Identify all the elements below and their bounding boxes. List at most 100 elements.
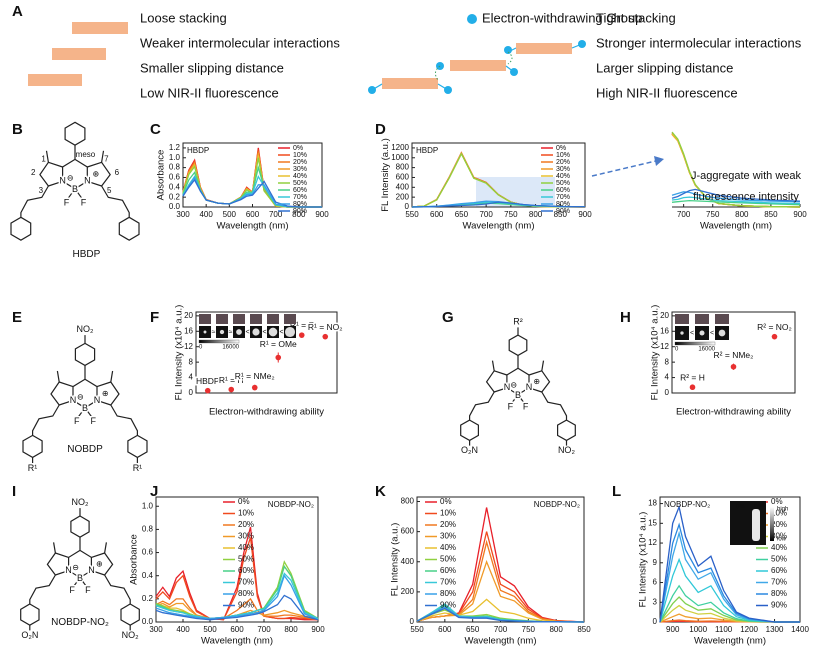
plot-frame <box>671 311 796 394</box>
relation-symbol: < <box>710 330 714 337</box>
y-tick-label: 0.4 <box>169 182 181 191</box>
x-tick-label: 900 <box>578 210 592 219</box>
y-tick-label: 8 <box>665 357 670 366</box>
colorbar-label: high <box>777 507 788 513</box>
bond <box>101 150 105 163</box>
legend-label: 50% <box>238 555 254 564</box>
legend-label: 70% <box>238 578 254 587</box>
panel-label: D <box>375 121 386 138</box>
sample-photo <box>715 314 729 324</box>
legend-label: 30% <box>556 166 570 173</box>
atom-label: F <box>69 585 75 595</box>
nir-spot <box>268 327 278 337</box>
y-axis-label: FL Intensity (a.u.) <box>380 138 391 212</box>
y-tick-label: 20 <box>660 311 669 320</box>
legend-label: 20% <box>556 159 570 166</box>
interaction-lines <box>434 51 513 81</box>
atom-label: B <box>515 390 521 400</box>
chart-title: HBDP <box>416 146 438 155</box>
x-tick-label: 900 <box>311 625 325 634</box>
y-tick-label: 0.2 <box>169 192 181 201</box>
y-tick-label: 0 <box>665 388 670 397</box>
legend-label: 30% <box>440 532 456 541</box>
chart-title: NOBDP-NO₂ <box>268 500 314 509</box>
atom-label: N <box>94 395 101 405</box>
x-axis-label: Electron-withdrawing ability <box>676 407 791 418</box>
data-point <box>730 363 737 370</box>
atom-label: F <box>508 402 514 412</box>
x-tick-label: 850 <box>577 625 591 634</box>
legend-label: 60% <box>556 187 570 194</box>
a-right-text: Stronger intermolecular interactions <box>596 35 802 50</box>
sample-photo <box>267 314 279 324</box>
y-tick-label: 0.6 <box>169 173 181 182</box>
y-tick-label: 200 <box>396 192 410 201</box>
legend-label: 40% <box>440 543 456 552</box>
legend-label: 80% <box>440 589 456 598</box>
atom-label: N <box>59 176 66 186</box>
atom-label: ⊖ <box>77 393 84 402</box>
nir-spot <box>252 328 260 336</box>
legend-label: 0% <box>556 145 566 152</box>
stack-bar <box>382 78 438 89</box>
x-axis-label: Wavelength (nm) <box>463 221 535 232</box>
bond <box>556 419 576 442</box>
annotation: J-aggregate with weak <box>691 170 802 182</box>
legend-label: 10% <box>293 152 307 159</box>
annotation: fluorescence intensity <box>693 191 799 203</box>
bond <box>469 391 495 421</box>
point-label: HBDP <box>196 376 220 386</box>
inset-label: 0% <box>736 505 745 511</box>
bond <box>39 161 63 187</box>
bond <box>22 434 43 459</box>
spectrum-line <box>659 504 800 623</box>
substituent: NO₂ <box>77 324 95 334</box>
data-point <box>322 333 329 340</box>
bond <box>508 334 528 357</box>
relation-symbol: < <box>262 329 266 336</box>
point-label: R² = NO₂ <box>757 322 792 332</box>
y-tick-label: 0.8 <box>142 525 154 534</box>
position-label: meso <box>76 150 96 159</box>
y-tick-label: 0 <box>189 388 194 397</box>
y-axis-label: Absorbance <box>156 150 167 201</box>
atom-label: N <box>526 382 533 392</box>
x-tick-label: 900 <box>315 210 329 219</box>
bond <box>50 381 74 406</box>
legend-label: 70% <box>440 578 456 587</box>
relation-symbol: ≈ <box>212 329 216 336</box>
atom-label: ⊕ <box>96 560 103 569</box>
legend-label: 60% <box>293 187 307 194</box>
y-tick-label: 800 <box>396 163 410 172</box>
x-tick-label: 600 <box>230 625 244 634</box>
spectrum-line <box>411 201 586 208</box>
bond <box>70 515 90 538</box>
spectrum-line <box>155 594 319 621</box>
legend-label: 0% <box>440 497 452 506</box>
colorbar <box>198 339 240 344</box>
y-tick-label: 1200 <box>391 143 409 152</box>
legend-label: 80% <box>771 589 787 598</box>
y-tick-label: 800 <box>401 497 415 506</box>
legend-label: 50% <box>293 180 307 187</box>
x-tick-label: 700 <box>269 210 283 219</box>
sample-photo <box>233 314 245 324</box>
atom-label: B <box>77 573 83 583</box>
y-tick-label: 16 <box>184 326 193 335</box>
y-tick-label: 200 <box>401 587 415 596</box>
atom-label: F <box>523 402 529 412</box>
y-tick-label: 12 <box>184 342 193 351</box>
x-tick-label: 700 <box>257 625 271 634</box>
spectrum-line <box>155 572 319 620</box>
y-tick-label: 16 <box>660 326 669 335</box>
nir-spot <box>284 326 296 338</box>
nir-spot <box>203 330 207 334</box>
bond <box>510 394 519 405</box>
y-tick-label: 18 <box>648 499 657 508</box>
atom-label: F <box>91 416 97 426</box>
y-tick-label: 1000 <box>391 153 409 162</box>
legend-label: 20% <box>238 520 254 529</box>
bond <box>460 419 479 442</box>
x-tick-label: 700 <box>494 625 508 634</box>
legend-label: 50% <box>440 555 456 564</box>
